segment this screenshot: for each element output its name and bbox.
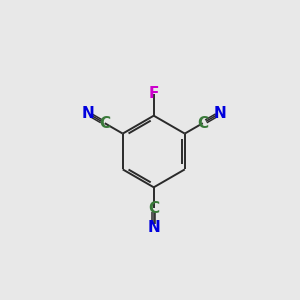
Text: N: N — [81, 106, 94, 121]
Text: N: N — [147, 220, 160, 235]
Text: C: C — [197, 116, 208, 131]
Text: N: N — [213, 106, 226, 121]
Text: C: C — [148, 201, 159, 216]
Text: F: F — [148, 86, 159, 101]
Text: C: C — [99, 116, 110, 131]
